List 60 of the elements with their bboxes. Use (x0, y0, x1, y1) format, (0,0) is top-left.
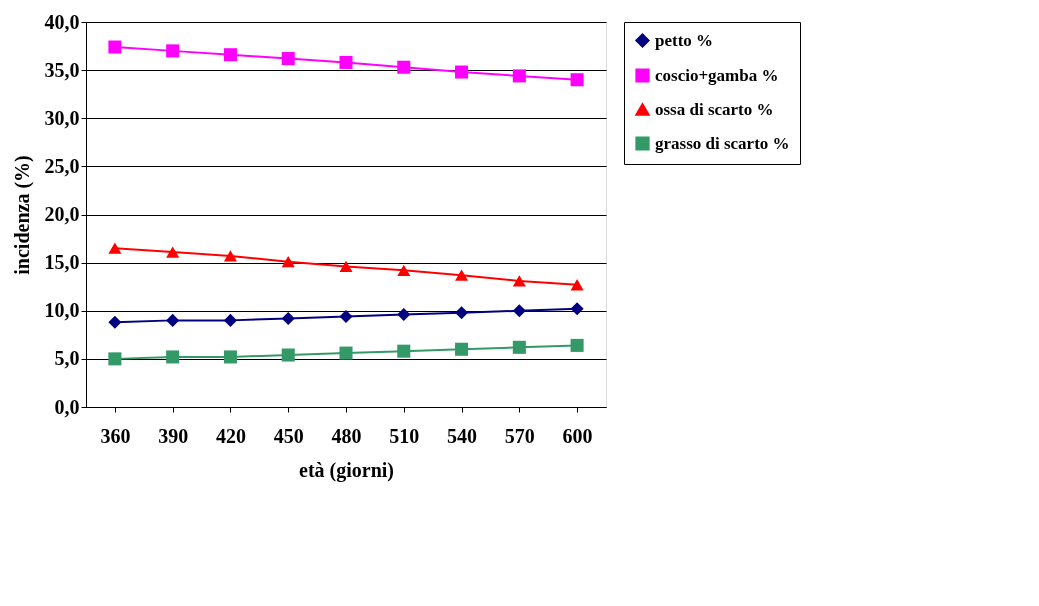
legend-label: petto % (655, 30, 714, 50)
point (397, 60, 411, 74)
legend-label: coscio+gamba % (655, 65, 779, 85)
point (166, 313, 180, 327)
x-tick-label: 360 (100, 424, 131, 447)
point (397, 308, 411, 322)
y-tick-label: 5,0 (54, 347, 80, 370)
y-tick-label: 20,0 (44, 203, 80, 225)
point (512, 340, 526, 354)
point (512, 304, 526, 318)
point (281, 52, 295, 66)
y-tick-label: 0,0 (54, 395, 80, 418)
point (570, 338, 584, 352)
x-tick-label: 390 (158, 424, 189, 447)
y-tick-label: 25,0 (44, 154, 80, 177)
point (223, 250, 237, 262)
x-tick-label: 540 (447, 424, 478, 447)
point (397, 344, 411, 358)
point (455, 342, 469, 356)
point (281, 311, 295, 325)
point (108, 315, 122, 329)
x-tick-label: 480 (331, 424, 362, 447)
x-tick-label: 420 (215, 424, 246, 447)
point (223, 48, 237, 62)
point (166, 44, 180, 58)
legend-label: ossa di scarto % (655, 99, 774, 119)
point (455, 269, 469, 281)
point (339, 346, 353, 360)
x-tick-label: 510 (389, 424, 420, 447)
point (223, 350, 237, 364)
point (512, 275, 526, 287)
y-tick-label: 30,0 (44, 106, 80, 129)
point (281, 348, 295, 362)
point (570, 279, 584, 291)
point (339, 310, 353, 324)
x-axis-title: età (giorni) (299, 458, 394, 482)
point (108, 40, 122, 54)
x-tick-label: 450 (273, 424, 304, 447)
point (108, 352, 122, 366)
point (166, 350, 180, 364)
point (455, 306, 469, 320)
point (570, 73, 584, 87)
point (339, 260, 353, 273)
y-axis-title: incidenza (%) (10, 155, 34, 275)
point (108, 242, 122, 254)
point (397, 264, 411, 276)
point (166, 246, 180, 258)
point (455, 65, 469, 79)
y-tick-label: 35,0 (44, 58, 80, 81)
y-tick-label: 10,0 (44, 299, 80, 322)
point (281, 256, 295, 268)
legend-label: grasso di scarto % (655, 133, 790, 153)
point (223, 313, 237, 327)
point (570, 302, 584, 316)
y-tick-label: 40,0 (44, 10, 80, 33)
x-tick-label: 600 (562, 424, 593, 447)
point (339, 55, 353, 69)
point (512, 69, 526, 83)
y-tick-label: 15,0 (44, 251, 80, 274)
x-tick-label: 570 (504, 424, 535, 447)
